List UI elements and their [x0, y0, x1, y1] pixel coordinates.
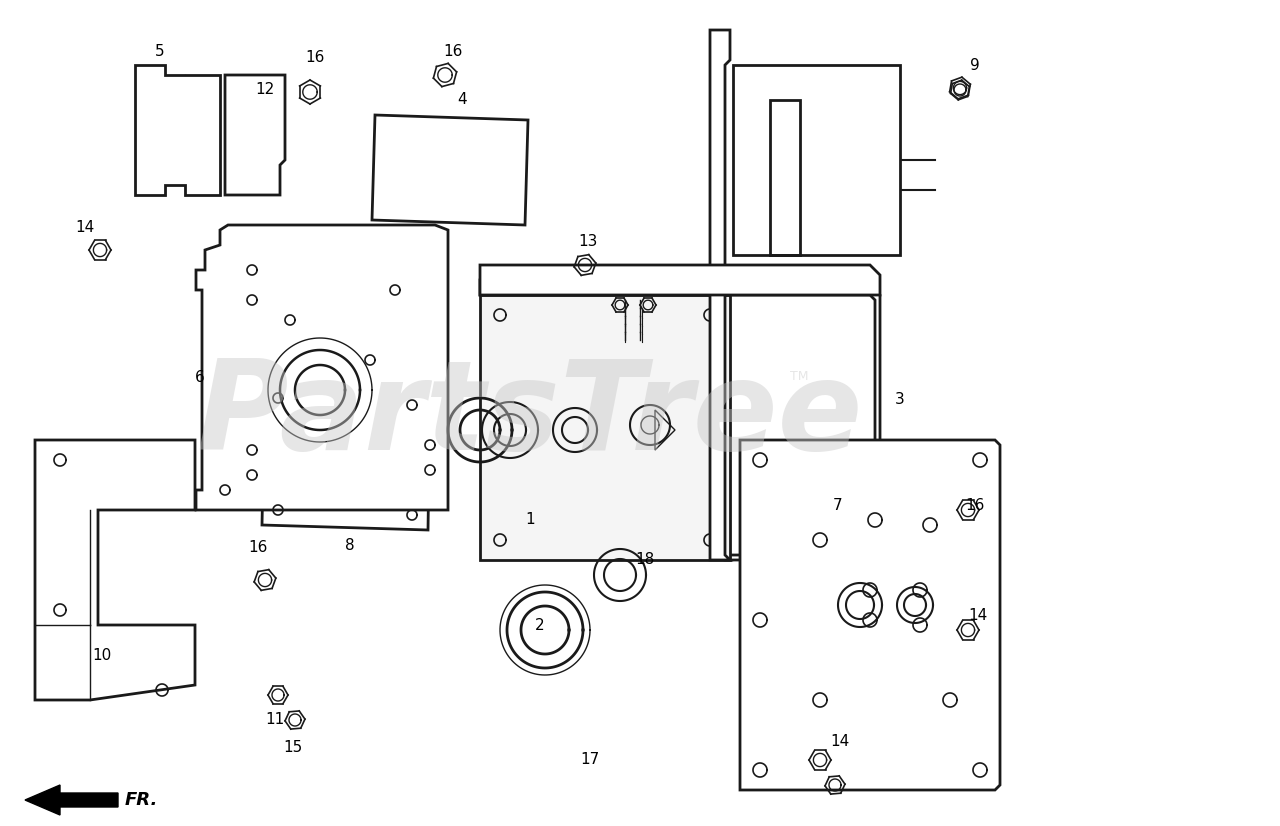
Text: 17: 17	[580, 752, 599, 767]
Polygon shape	[35, 440, 195, 700]
Text: 10: 10	[92, 648, 111, 662]
Text: 7: 7	[833, 497, 842, 512]
Text: 2: 2	[535, 618, 545, 633]
Text: 16: 16	[443, 45, 462, 59]
Text: 16: 16	[306, 50, 325, 65]
Text: 13: 13	[579, 235, 598, 249]
Polygon shape	[740, 440, 1000, 790]
Polygon shape	[480, 280, 881, 560]
Polygon shape	[196, 225, 448, 510]
Polygon shape	[710, 30, 730, 560]
Text: 18: 18	[635, 553, 654, 567]
Text: 14: 14	[969, 607, 988, 623]
Text: 4: 4	[457, 93, 467, 107]
Text: FR.: FR.	[125, 791, 159, 809]
Text: 15: 15	[283, 740, 302, 756]
Text: 16: 16	[965, 497, 984, 512]
Polygon shape	[134, 65, 220, 195]
Text: 6: 6	[195, 371, 205, 386]
Polygon shape	[26, 785, 118, 815]
Text: TM: TM	[790, 370, 809, 383]
Polygon shape	[372, 115, 529, 225]
Text: 11: 11	[265, 713, 284, 728]
Text: 3: 3	[895, 392, 905, 407]
Polygon shape	[225, 75, 285, 195]
Polygon shape	[480, 265, 881, 295]
Text: 5: 5	[155, 45, 165, 59]
Text: PartsTree: PartsTree	[197, 354, 863, 476]
Polygon shape	[262, 375, 430, 530]
Polygon shape	[480, 295, 730, 560]
Polygon shape	[733, 65, 900, 255]
Text: 9: 9	[970, 58, 980, 73]
Text: 12: 12	[256, 83, 275, 97]
Text: 1: 1	[525, 512, 535, 528]
Text: 16: 16	[248, 540, 268, 556]
Text: 8: 8	[346, 538, 355, 553]
Text: 14: 14	[76, 221, 95, 235]
Text: 14: 14	[831, 734, 850, 749]
